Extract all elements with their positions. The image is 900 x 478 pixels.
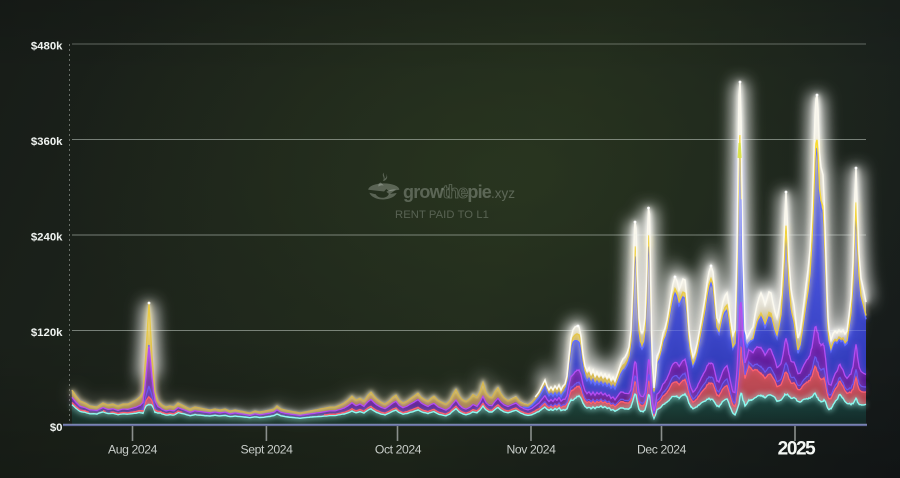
svg-text:RENT PAID TO L1: RENT PAID TO L1 bbox=[395, 209, 489, 221]
svg-text:$120k: $120k bbox=[31, 327, 63, 339]
svg-text:Sept 2024: Sept 2024 bbox=[241, 443, 294, 457]
svg-text:Oct 2024: Oct 2024 bbox=[375, 443, 422, 457]
svg-text:$480k: $480k bbox=[31, 40, 63, 52]
svg-text:Aug 2024: Aug 2024 bbox=[108, 443, 158, 457]
svg-text:$360k: $360k bbox=[31, 136, 63, 148]
svg-text:Nov 2024: Nov 2024 bbox=[507, 443, 557, 457]
svg-text:$0: $0 bbox=[50, 422, 63, 434]
svg-text:$240k: $240k bbox=[31, 231, 63, 243]
svg-text:growthepie.xyz: growthepie.xyz bbox=[403, 182, 515, 202]
svg-text:Dec 2024: Dec 2024 bbox=[637, 443, 687, 457]
svg-text:2025: 2025 bbox=[778, 439, 817, 460]
